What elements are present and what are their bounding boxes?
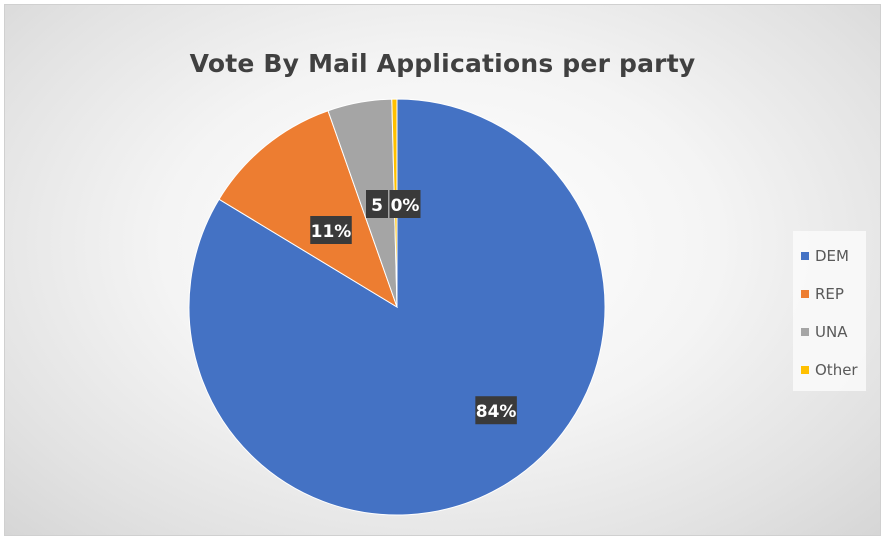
chart-area: Vote By Mail Applications per party 84% 1… xyxy=(4,4,881,536)
data-label-other: 0% xyxy=(389,190,421,218)
data-label-text: 0% xyxy=(391,196,420,216)
pie-data-labels: 84% 11% 5 0% xyxy=(310,190,517,425)
legend-label: UNA xyxy=(815,323,848,341)
legend-item-dem: DEM xyxy=(793,237,866,275)
legend-label: REP xyxy=(815,285,844,303)
chart-title: Vote By Mail Applications per party xyxy=(189,49,696,78)
legend-label: Other xyxy=(815,361,858,379)
chart-legend: DEM REP UNA Other xyxy=(793,231,866,391)
pie-chart: 84% 11% 5 0% xyxy=(188,98,606,516)
legend-label: DEM xyxy=(815,247,849,265)
data-label-una: 5 xyxy=(366,190,388,218)
legend-swatch xyxy=(801,366,809,374)
pie-slices xyxy=(188,98,606,516)
data-label-text: 5 xyxy=(371,196,383,216)
data-label-rep: 11% xyxy=(310,216,352,244)
data-label-box xyxy=(310,216,352,244)
legend-swatch xyxy=(801,328,809,336)
data-label-text: 11% xyxy=(311,222,352,242)
data-label-text: 84% xyxy=(476,402,517,422)
data-label-box xyxy=(475,396,517,425)
legend-item-una: UNA xyxy=(793,313,866,351)
data-label-box xyxy=(389,190,421,218)
pie-slice-rep xyxy=(218,110,398,309)
data-label-box xyxy=(366,190,388,218)
legend-item-other: Other xyxy=(793,351,866,389)
legend-item-rep: REP xyxy=(793,275,866,313)
legend-swatch xyxy=(801,252,809,260)
data-label-dem: 84% xyxy=(475,396,517,425)
legend-swatch xyxy=(801,290,809,298)
